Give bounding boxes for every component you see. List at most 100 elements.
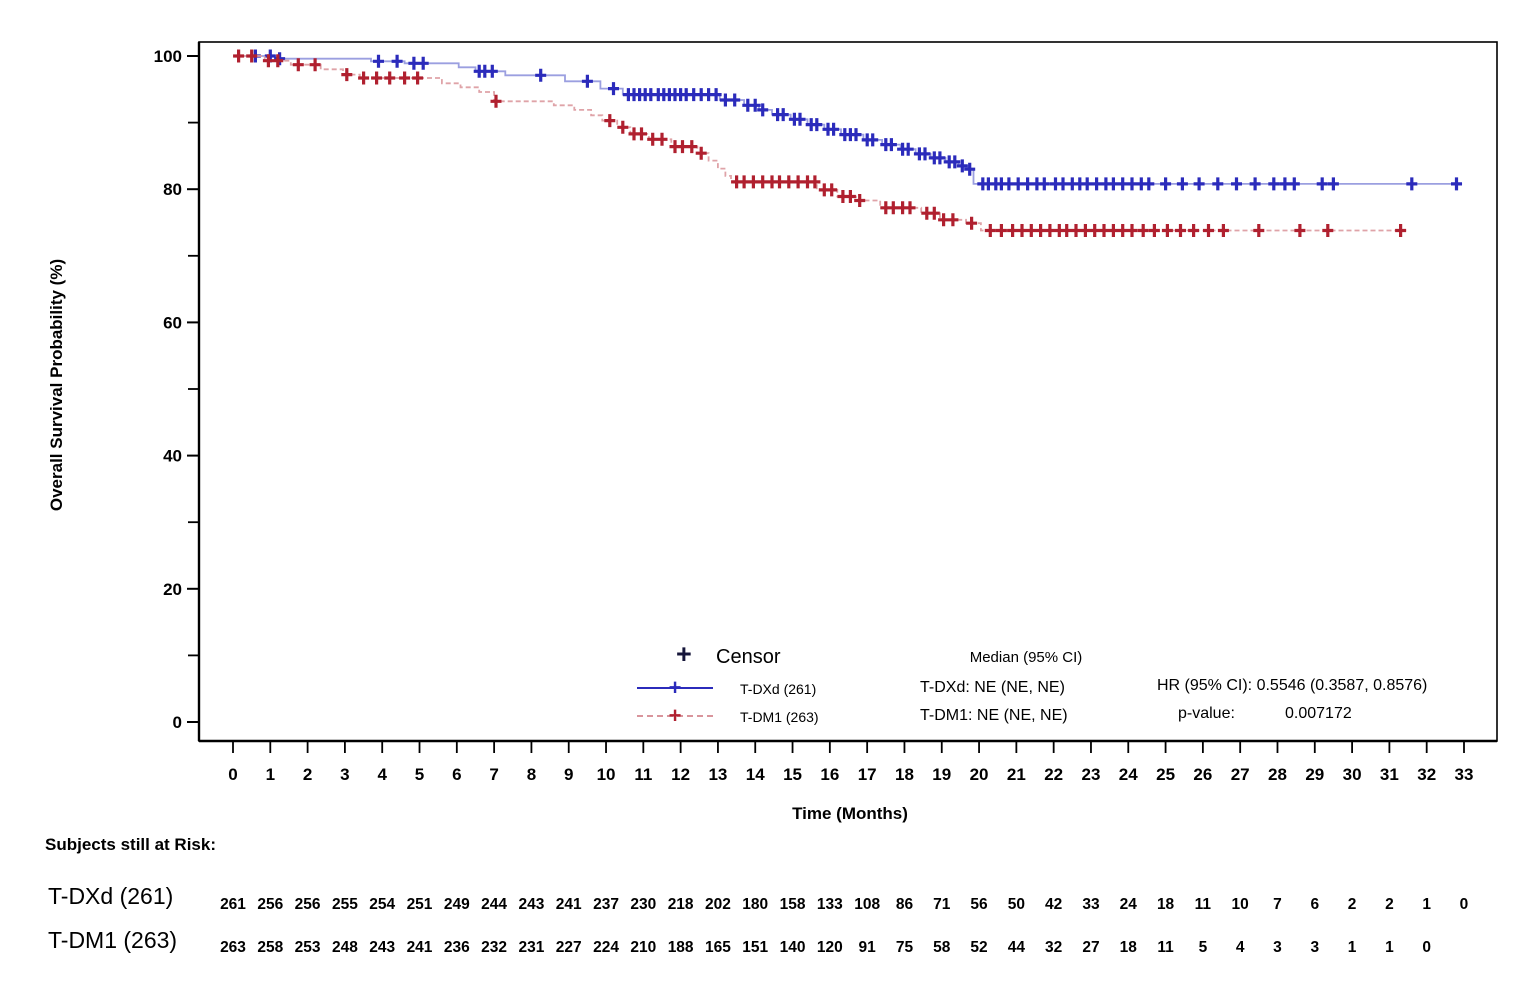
- x-tick-label: 15: [783, 765, 802, 784]
- risk-count-tdxd: 2: [1385, 896, 1394, 913]
- legend-tdm1-label: T-DM1 (263): [740, 709, 819, 725]
- median-header: Median (95% CI): [969, 649, 1083, 666]
- risk-count-tdm1: 248: [332, 939, 358, 956]
- risk-count-tdm1: 165: [705, 939, 731, 956]
- risk-count-tdm1: 210: [630, 939, 656, 956]
- risk-count-tdxd: 243: [518, 896, 544, 913]
- x-tick-label: 33: [1455, 765, 1474, 784]
- p-value-label: p-value:: [1178, 705, 1235, 722]
- risk-count-tdxd: 241: [556, 896, 582, 913]
- censor-plus-icon: +: [676, 639, 692, 669]
- x-tick-label: 20: [970, 765, 989, 784]
- risk-count-tdxd: 1: [1422, 896, 1431, 913]
- risk-count-tdxd: 133: [817, 896, 843, 913]
- risk-row-label-tdm1: T-DM1 (263): [48, 927, 178, 953]
- risk-count-tdxd: 237: [593, 896, 619, 913]
- x-tick-label: 17: [858, 765, 877, 784]
- risk-count-tdxd: 56: [970, 896, 988, 913]
- risk-count-tdxd: 158: [780, 896, 806, 913]
- risk-count-tdxd: 11: [1195, 896, 1212, 913]
- plot-frame: [198, 41, 1498, 742]
- y-tick-label: 60: [163, 313, 182, 332]
- legend-tdxd-label: T-DXd (261): [740, 681, 817, 697]
- risk-count-tdxd: 202: [705, 896, 731, 913]
- risk-count-tdm1: 1: [1348, 939, 1357, 956]
- tdm1-line-icon: [637, 715, 713, 717]
- risk-count-tdxd: 261: [220, 896, 246, 913]
- risk-count-tdm1: 243: [369, 939, 395, 956]
- risk-count-tdxd: 50: [1008, 896, 1025, 913]
- risk-count-tdxd: 33: [1082, 896, 1100, 913]
- y-tick-label: 80: [163, 180, 182, 199]
- x-tick-label: 27: [1231, 765, 1250, 784]
- risk-count-tdxd: 249: [444, 896, 470, 913]
- risk-count-tdxd: 218: [668, 896, 694, 913]
- median-tdm1: T-DM1: NE (NE, NE): [920, 707, 1068, 724]
- risk-count-tdxd: 244: [481, 896, 507, 913]
- median-tdxd: T-DXd: NE (NE, NE): [920, 679, 1065, 696]
- x-tick-label: 11: [634, 765, 652, 784]
- x-tick-label: 3: [340, 765, 349, 784]
- risk-count-tdxd: 18: [1157, 896, 1175, 913]
- risk-count-tdm1: 188: [668, 939, 694, 956]
- x-tick-label: 0: [228, 765, 237, 784]
- risk-row-label-tdxd: T-DXd (261): [48, 883, 174, 909]
- risk-count-tdm1: 91: [859, 939, 877, 956]
- risk-count-tdxd: 10: [1232, 896, 1249, 913]
- risk-count-tdxd: 0: [1460, 896, 1469, 913]
- risk-count-tdxd: 42: [1045, 896, 1062, 913]
- x-tick-label: 4: [377, 765, 387, 784]
- risk-count-tdm1: 140: [780, 939, 806, 956]
- x-tick-label: 9: [564, 765, 573, 784]
- risk-count-tdm1: 52: [970, 939, 987, 956]
- x-tick-label: 31: [1380, 765, 1399, 784]
- x-tick-label: 22: [1044, 765, 1063, 784]
- x-axis-title: Time (Months): [792, 804, 908, 823]
- risk-count-tdm1: 4: [1236, 939, 1245, 956]
- risk-count-tdxd: 7: [1273, 896, 1282, 913]
- x-tick-label: 19: [932, 765, 951, 784]
- x-tick-label: 23: [1082, 765, 1101, 784]
- risk-count-tdm1: 120: [817, 939, 843, 956]
- median-stats-block: Median (95% CI) T-DXd: NE (NE, NE) T-DM1…: [916, 649, 1136, 724]
- risk-count-tdxd: 2: [1348, 896, 1357, 913]
- risk-count-tdm1: 1: [1385, 939, 1394, 956]
- risk-table-title: Subjects still at Risk:: [45, 835, 216, 854]
- x-tick-label: 2: [303, 765, 312, 784]
- y-tick-label: 20: [163, 580, 182, 599]
- x-tick-label: 18: [895, 765, 914, 784]
- y-tick-label: 0: [173, 713, 182, 732]
- hazard-ratio-text: HR (95% CI): 0.5546 (0.3587, 0.8576): [1157, 677, 1428, 694]
- risk-count-tdm1: 58: [933, 939, 951, 956]
- x-tick-label: 25: [1156, 765, 1175, 784]
- x-tick-label: 10: [597, 765, 616, 784]
- risk-count-tdm1: 0: [1422, 939, 1431, 956]
- x-tick-label: 29: [1305, 765, 1324, 784]
- risk-count-tdm1: 3: [1273, 939, 1282, 956]
- risk-count-tdm1: 32: [1045, 939, 1062, 956]
- y-axis-title: Overall Survival Probability (%): [47, 258, 66, 512]
- p-value-row: p-value: 0.007172: [1157, 705, 1352, 723]
- risk-count-tdxd: 71: [933, 896, 951, 913]
- risk-count-tdm1: 151: [742, 939, 768, 956]
- legend-censor-label: Censor: [716, 646, 781, 668]
- risk-count-tdm1: 75: [896, 939, 914, 956]
- risk-count-tdm1: 5: [1199, 939, 1208, 956]
- risk-count-tdm1: 232: [481, 939, 507, 956]
- risk-count-tdxd: 24: [1120, 896, 1138, 913]
- risk-count-tdxd: 180: [742, 896, 768, 913]
- y-tick-label: 40: [163, 447, 182, 466]
- x-tick-label: 5: [415, 765, 424, 784]
- p-value: 0.007172: [1285, 705, 1352, 722]
- risk-count-tdm1: 253: [295, 939, 321, 956]
- risk-count-tdm1: 224: [593, 939, 619, 956]
- x-tick-label: 13: [708, 765, 727, 784]
- x-tick-label: 21: [1007, 765, 1026, 784]
- x-tick-label: 12: [671, 765, 690, 784]
- x-tick-label: 24: [1119, 765, 1138, 784]
- tdm1-censor-icon: +: [668, 703, 682, 728]
- risk-count-tdm1: 18: [1120, 939, 1138, 956]
- hazard-ratio-block: HR (95% CI): 0.5546 (0.3587, 0.8576) p-v…: [1157, 677, 1507, 722]
- risk-count-tdm1: 11: [1157, 939, 1174, 956]
